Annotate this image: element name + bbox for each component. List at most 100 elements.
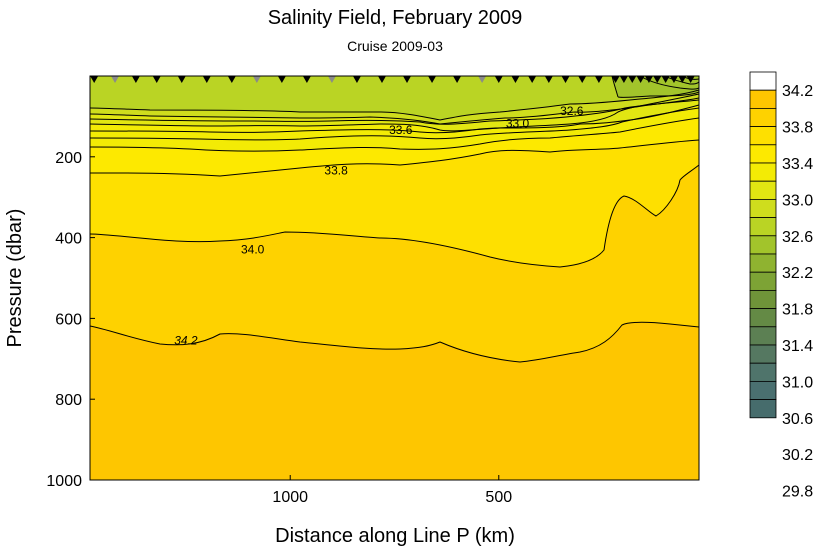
station-marker (227, 76, 236, 83)
contour-32-6 (90, 97, 699, 125)
station-marker (661, 76, 670, 83)
station-marker (352, 76, 361, 83)
contour-34-0 (90, 164, 699, 268)
station-marker (636, 76, 645, 83)
contour-33-8 (90, 139, 699, 177)
colorbar-label: 33.4 (782, 156, 813, 173)
y-tick-label: 1000 (46, 473, 82, 490)
station-marker (131, 76, 140, 83)
colorbar-swatch (749, 162, 777, 182)
station-marker (628, 76, 637, 83)
colorbar-label: 30.6 (782, 411, 813, 428)
colorbar-label: 32.2 (782, 265, 813, 282)
colorbar-swatch (749, 126, 777, 146)
station-marker (277, 76, 286, 83)
station-marker (669, 76, 678, 83)
contour-label: 34.0 (241, 243, 265, 257)
colorbar-swatch (749, 326, 777, 346)
colorbar-swatch (749, 108, 777, 128)
station-marker (619, 76, 628, 83)
y-axis-label: Pressure (dbar) (4, 209, 26, 348)
station-marker (686, 76, 695, 83)
y-axis: 200 400 600 800 1000 (46, 150, 95, 490)
station-marker (544, 76, 553, 83)
station-marker (594, 76, 603, 83)
station-marker (528, 76, 537, 83)
colorbar-swatch (749, 399, 777, 419)
chart-subtitle: Cruise 2009-03 (347, 38, 443, 54)
x-axis: 1000 500 (272, 475, 512, 506)
contour-lines (90, 76, 699, 363)
station-marker (177, 76, 186, 83)
contour-label: 33.8 (324, 164, 348, 178)
colorbar-swatch (749, 308, 777, 328)
contour-label: 34.2 (174, 334, 198, 348)
station-marker (644, 76, 653, 83)
colorbar-swatch (749, 89, 777, 109)
station-marker (202, 76, 211, 83)
contour-32-8 (90, 99, 699, 125)
x-tick-label: 500 (485, 489, 512, 506)
colorbar-swatch (749, 180, 777, 200)
plot-frame (89, 75, 700, 481)
fresh-surface-pocket (612, 76, 699, 98)
station-marker (377, 76, 386, 83)
station-marker (494, 76, 503, 83)
station-markers (90, 76, 695, 83)
station-marker (111, 76, 120, 83)
plot-area (90, 76, 699, 480)
band-below-32-6 (90, 76, 699, 120)
colorbar-label: 32.6 (782, 229, 813, 246)
colorbar: 34.2 33.8 33.4 33.0 32.6 32.2 31.8 31.4 31.0 30.6… (749, 71, 813, 501)
y-tick-label: 600 (55, 311, 82, 328)
y-tick-label: 400 (55, 231, 82, 248)
colorbar-label: 34.2 (782, 83, 813, 100)
station-marker (511, 76, 520, 83)
contour-label: 33.6 (389, 123, 413, 137)
contour-33-6 (90, 117, 699, 152)
station-marker (578, 76, 587, 83)
colorbar-swatch (749, 253, 777, 273)
colorbar-label: 31.4 (782, 338, 813, 355)
chart-title: Salinity Field, February 2009 (268, 7, 523, 29)
contour-label: 32.6 (560, 104, 584, 118)
colorbar-label: 33.8 (782, 120, 813, 137)
colorbar-label: 33.0 (782, 192, 813, 209)
station-marker (478, 76, 487, 83)
colorbar-label: 29.8 (782, 484, 813, 501)
colorbar-label: 30.2 (782, 447, 813, 464)
contour-32-4 (90, 89, 699, 121)
station-marker (611, 76, 620, 83)
contour-34-2 (90, 321, 699, 363)
colorbar-label: 31.8 (782, 302, 813, 319)
station-marker (252, 76, 261, 83)
colorbar-swatch (749, 198, 777, 218)
colorbar-swatch (749, 235, 777, 255)
contour-33-4 (90, 107, 699, 141)
station-marker (327, 76, 336, 83)
contour-label: 33.0 (506, 116, 530, 130)
station-marker (653, 76, 662, 83)
contour-33-0 (90, 104, 699, 132)
colorbar-swatch (749, 71, 777, 91)
station-marker (561, 76, 570, 83)
station-marker (403, 76, 412, 83)
y-tick-label: 200 (55, 150, 82, 167)
colorbar-swatch (749, 289, 777, 309)
x-tick-label: 1000 (272, 489, 308, 506)
station-marker (302, 76, 311, 83)
colorbar-swatch (749, 362, 777, 382)
colorbar-swatch (749, 380, 777, 400)
y-tick-label: 800 (55, 392, 82, 409)
colorbar-swatch (749, 271, 777, 291)
colorbar-swatch (749, 344, 777, 364)
colorbar-swatch (749, 144, 777, 164)
x-axis-label: Distance along Line P (km) (275, 525, 515, 547)
station-marker (90, 76, 99, 83)
station-marker (453, 76, 462, 83)
contour-pocket (611, 76, 619, 98)
colorbar-label: 31.0 (782, 374, 813, 391)
contour-31-8 (617, 91, 699, 98)
station-marker (152, 76, 161, 83)
